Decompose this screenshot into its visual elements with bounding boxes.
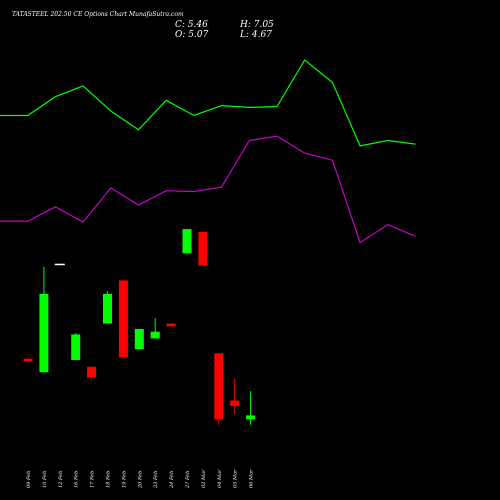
x-tick-label: 20 Feb — [137, 471, 143, 489]
x-axis-labels: 09 Feb 10 Feb 12 Feb 16 Feb 17 Feb 18 Feb 19 F… — [26, 469, 255, 489]
x-tick-label: 06 Mar — [249, 469, 255, 488]
candle-body — [246, 415, 256, 420]
x-tick-label: 12 Feb — [58, 471, 64, 488]
x-tick-label: 02 Mar — [201, 469, 207, 488]
close-value: C: 5.46 — [175, 20, 208, 30]
x-tick-label: 18 Feb — [106, 471, 112, 488]
candle-body — [198, 231, 208, 266]
candle-body — [103, 293, 112, 324]
candle-body — [71, 334, 81, 361]
candle-body — [54, 263, 65, 266]
candle-body — [230, 400, 240, 406]
x-tick-label: 10 Feb — [42, 471, 48, 488]
open-value: O: 5.07 — [175, 30, 209, 40]
candle-body — [118, 280, 128, 358]
candle-body — [166, 323, 176, 327]
x-tick-label: 19 Feb — [121, 471, 127, 488]
indicator-lines — [0, 59, 416, 244]
candles — [23, 229, 256, 425]
candle-body — [23, 358, 33, 362]
upper-line — [0, 59, 416, 147]
x-tick-label: 23 Feb — [153, 471, 159, 489]
lower-line — [0, 135, 416, 244]
x-tick-label: 16 Feb — [74, 471, 80, 488]
candle-body — [39, 293, 49, 373]
high-value: H: 7.05 — [239, 20, 274, 30]
x-tick-label: 27 Feb — [185, 471, 191, 489]
candle-body — [182, 229, 192, 254]
chart-title: TATASTEEL 202.50 CE Options Chart Munafa… — [12, 11, 184, 18]
x-tick-label: 04 Mar — [217, 469, 223, 488]
x-tick-label: 05 Mar — [233, 469, 239, 488]
x-tick-label: 09 Feb — [26, 471, 32, 488]
candle-body — [214, 353, 224, 420]
low-value: L: 4.67 — [239, 30, 272, 40]
x-tick-label: 17 Feb — [90, 471, 96, 488]
candle-body — [87, 366, 97, 378]
candle-body — [134, 329, 144, 350]
x-tick-label: 24 Feb — [169, 471, 175, 489]
candle-body — [150, 331, 160, 339]
